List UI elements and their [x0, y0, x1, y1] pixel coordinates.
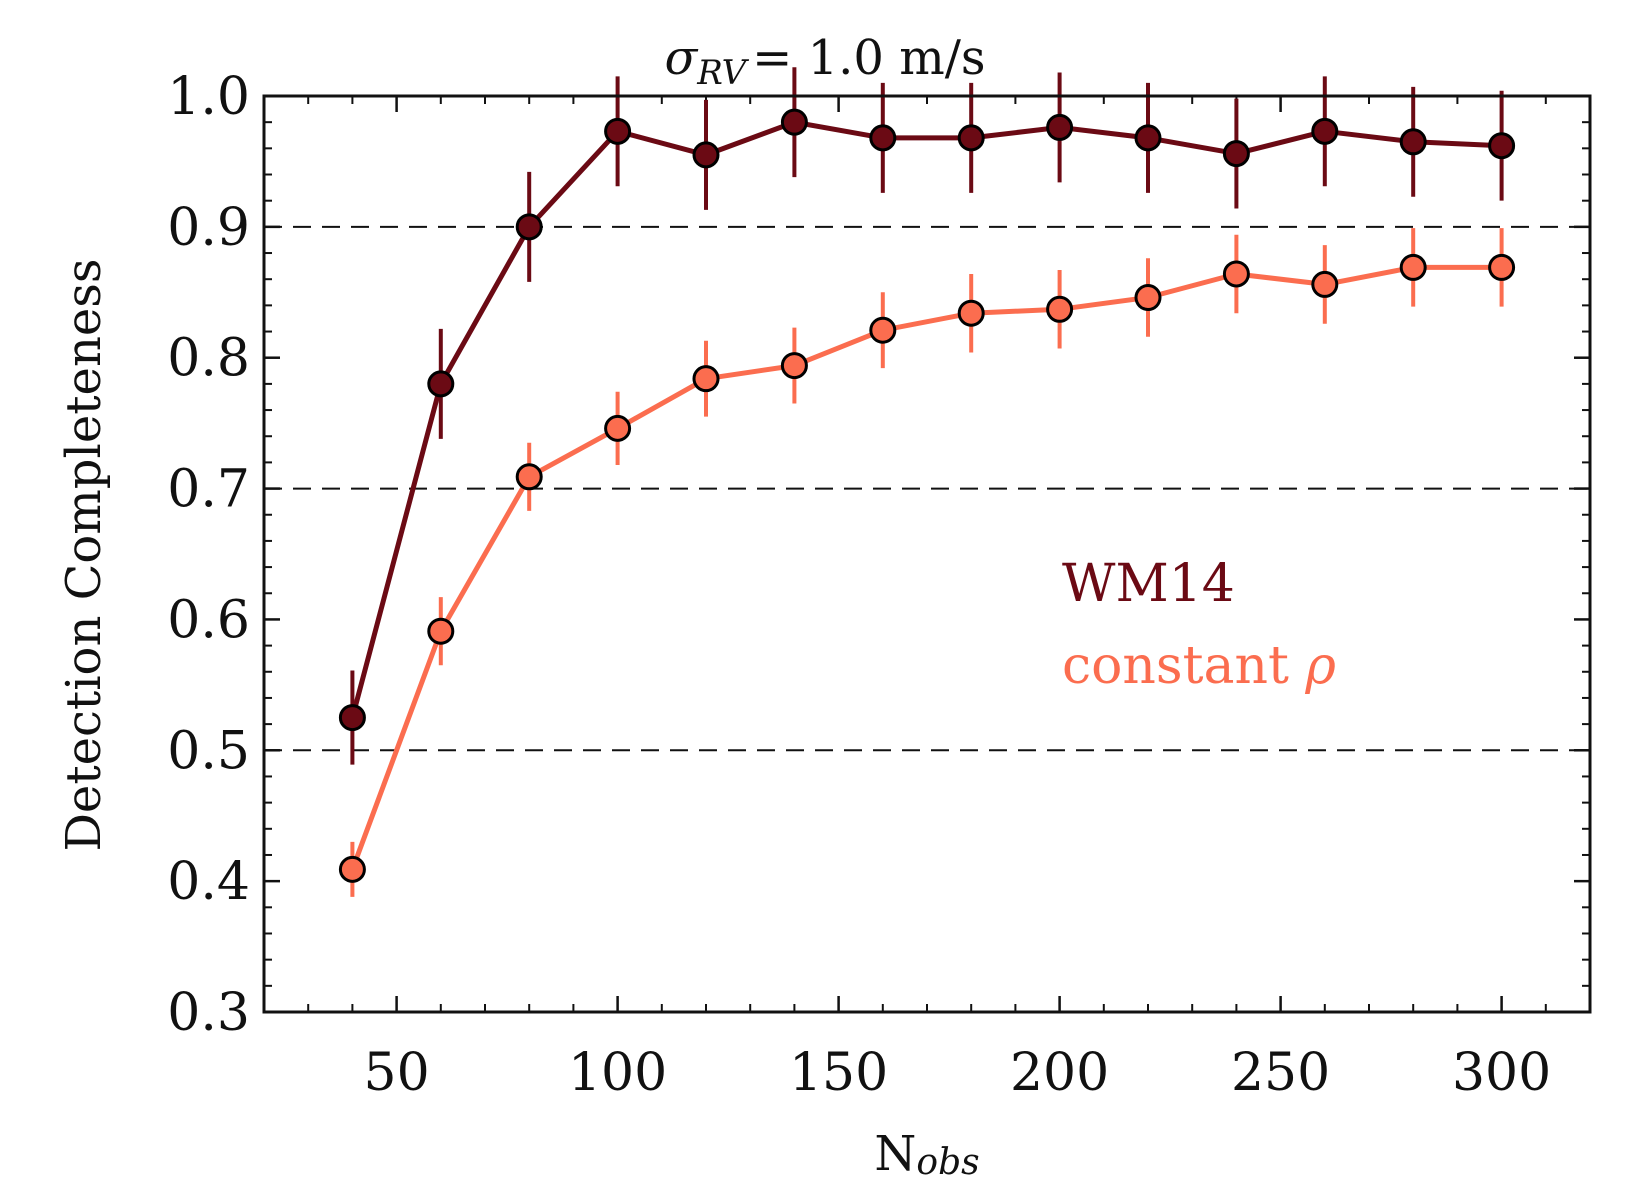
y-tick-label: 0.5	[167, 721, 250, 781]
legend-label-constant-rho: constant ρ	[1062, 636, 1336, 696]
title-text: = 1.0 m/s	[752, 30, 985, 86]
data-point	[338, 855, 366, 883]
plot-frame	[262, 94, 1592, 1014]
data-point	[1399, 128, 1427, 156]
y-tick-label: 0.7	[167, 460, 250, 520]
data-point	[1311, 117, 1339, 145]
legend: WM14 constant ρ	[1062, 554, 1336, 696]
series-line	[350, 264, 1502, 871]
minor-ticks	[264, 96, 1590, 1012]
data-point	[515, 213, 543, 241]
x-axis-title-base: N	[874, 1126, 916, 1182]
data-point	[1222, 260, 1250, 288]
data-point	[1046, 295, 1074, 323]
x-tick-label: 100	[568, 1043, 667, 1103]
series-wm14	[338, 67, 1516, 765]
chart-title: σRV = 1.0 m/s	[664, 30, 985, 93]
data-point	[1399, 253, 1427, 281]
x-axis-title-subscript: obs	[916, 1142, 979, 1183]
x-tick-labels: 50 100 150 200 250 300	[364, 1043, 1552, 1103]
y-tick-label: 0.8	[167, 329, 250, 389]
title-symbol: σ	[664, 30, 698, 86]
x-axis-title: Nobs	[874, 1126, 979, 1183]
series-line	[349, 119, 1502, 719]
data-point	[780, 352, 808, 380]
data-point	[957, 299, 985, 327]
major-ticks	[264, 94, 1590, 1014]
legend-label-wm14: WM14	[1062, 554, 1235, 614]
y-tick-labels: 0.3 0.4 0.5 0.6 0.7 0.8 0.9 1.0	[167, 67, 250, 1043]
y-axis-title: Detection Completeness	[56, 258, 112, 851]
data-point	[604, 117, 632, 145]
data-point	[869, 316, 897, 344]
x-tick-label: 50	[364, 1043, 430, 1103]
reference-lines	[264, 225, 1590, 752]
data-point	[1134, 284, 1162, 312]
legend-label-rho-symbol: ρ	[1304, 636, 1336, 696]
data-point	[427, 617, 455, 645]
data-point	[692, 141, 720, 169]
data-point	[1488, 132, 1516, 160]
series-layer	[338, 67, 1516, 897]
data-point	[604, 414, 632, 442]
data-point	[1488, 253, 1516, 281]
data-point	[692, 365, 720, 393]
y-tick-label: 0.6	[167, 590, 250, 650]
data-point	[338, 704, 366, 732]
data-point	[1222, 140, 1250, 168]
y-tick-label: 0.4	[167, 852, 250, 912]
legend-label-constant-text: constant	[1062, 636, 1305, 696]
y-tick-label: 0.9	[167, 198, 250, 258]
data-point	[427, 370, 455, 398]
x-tick-label: 250	[1231, 1043, 1330, 1103]
title-subscript: RV	[696, 53, 749, 93]
data-point	[780, 108, 808, 136]
data-point	[869, 124, 897, 152]
x-tick-label: 200	[1010, 1043, 1109, 1103]
series-constant-rho	[338, 228, 1516, 897]
data-point	[1046, 113, 1074, 141]
data-point	[515, 463, 543, 491]
y-tick-label: 1.0	[167, 67, 250, 127]
data-point	[1134, 124, 1162, 152]
x-tick-label: 150	[789, 1043, 888, 1103]
y-tick-label: 0.3	[167, 983, 250, 1043]
data-point	[957, 124, 985, 152]
x-tick-label: 300	[1452, 1043, 1551, 1103]
data-point	[1311, 270, 1339, 298]
